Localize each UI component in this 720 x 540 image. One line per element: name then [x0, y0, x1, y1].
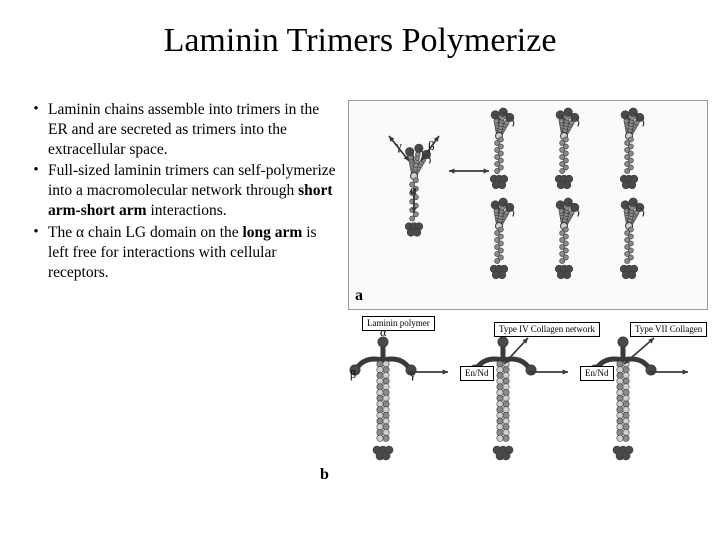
figure-panel-a: γβα a — [348, 100, 708, 310]
bullet-text: The α chain LG domain on the long arm is… — [48, 223, 340, 282]
figure-panel-b: αβγ b En/Nd En/Nd Type IV Collagen netwo… — [318, 320, 718, 490]
panel-b-label: b — [320, 466, 329, 484]
en-nd-box-2: En/Nd — [580, 366, 614, 381]
panel-b-svg: αβγ — [318, 320, 718, 490]
type7-collagen-box: Type VII Collagen — [630, 322, 707, 337]
bullet-icon: • — [24, 161, 48, 181]
bullet-icon: • — [24, 100, 48, 120]
svg-text:α: α — [380, 325, 387, 339]
panel-a-svg: γβα — [349, 101, 709, 311]
panel-a-label: a — [355, 287, 363, 305]
figure-column: γβα a Laminin polymer αβγ b En/Nd En/Nd … — [348, 100, 700, 500]
bullet-list: • Laminin chains assemble into trimers i… — [24, 100, 340, 282]
list-item: • Full-sized laminin trimers can self-po… — [24, 161, 340, 220]
page-title: Laminin Trimers Polymerize — [20, 22, 700, 60]
svg-text:β: β — [350, 367, 356, 381]
bullet-text: Full-sized laminin trimers can self-poly… — [48, 161, 340, 220]
bullet-column: • Laminin chains assemble into trimers i… — [20, 100, 340, 500]
en-nd-box-1: En/Nd — [460, 366, 494, 381]
slide: Laminin Trimers Polymerize • Laminin cha… — [0, 0, 720, 540]
bullet-text: Laminin chains assemble into trimers in … — [48, 100, 340, 159]
list-item: • Laminin chains assemble into trimers i… — [24, 100, 340, 159]
list-item: • The α chain LG domain on the long arm … — [24, 223, 340, 282]
bullet-icon: • — [24, 223, 48, 243]
type4-collagen-box: Type IV Collagen network — [494, 322, 600, 337]
content-row: • Laminin chains assemble into trimers i… — [20, 100, 700, 500]
